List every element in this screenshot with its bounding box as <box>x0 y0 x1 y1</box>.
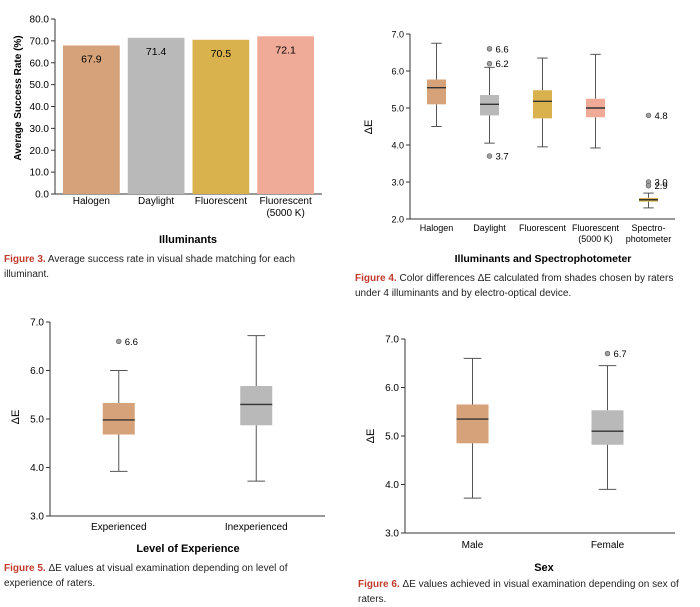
fig3-ytick-label: 70.0 <box>30 36 50 47</box>
fig4-outlier-label: 4.8 <box>655 111 668 122</box>
fig3-ytick-label: 40.0 <box>30 102 50 113</box>
fig3-ytick-label: 20.0 <box>30 146 50 157</box>
fig5-box <box>102 402 135 435</box>
fig5-category-label: Inexperienced <box>225 522 288 533</box>
fig4-outlier-point <box>645 112 652 119</box>
fig3-bar <box>63 45 120 194</box>
fig6-category-label: Female <box>591 540 625 551</box>
fig3-caption: Figure 3. Average success rate in visual… <box>4 252 324 282</box>
fig4-outlier-label: 3.0 <box>655 178 668 189</box>
fig4-box <box>533 90 552 119</box>
fig3-ytick-label: 0.0 <box>35 190 49 201</box>
fig4-category-label: Halogen <box>420 223 454 233</box>
fig3-category-label: Halogen <box>73 196 110 207</box>
fig3-ytick-label: 80.0 <box>30 15 50 26</box>
fig4-outlier-point <box>486 60 493 67</box>
fig6-ytick-label: 4.0 <box>385 480 399 491</box>
fig4-caption-text: Color differences ΔE calculated from sha… <box>355 273 674 299</box>
fig4-ytick-label: 3.0 <box>391 178 404 188</box>
fig3-bar <box>192 39 250 194</box>
fig4-box <box>480 95 499 116</box>
fig4-box <box>427 79 446 105</box>
fig4-category-label: Fluorescent <box>519 223 567 233</box>
fig3-category-label: (5000 K) <box>266 208 304 219</box>
fig6-chart: ΔE 3.0 4.0 5.0 6.0 7.0 Male Female 6.7 Sex <box>365 335 675 574</box>
fig4-outlier-point <box>486 153 493 159</box>
fig5-ytick-label: 4.0 <box>30 463 44 474</box>
fig5-outlier-point <box>116 338 122 345</box>
fig3-category-label: Fluorescent <box>195 196 247 207</box>
fig3-bar <box>257 36 314 194</box>
fig3-ylabel: Average Success Rate (%) <box>13 35 24 160</box>
fig4-outlier-label: 6.6 <box>496 44 509 55</box>
fig4-category-label: Spectro- <box>631 223 665 233</box>
fig3-ytick-label: 50.0 <box>30 80 50 91</box>
fig5-xlabel: Level of Experience <box>136 543 239 555</box>
fig5-category-label: Experienced <box>91 522 147 533</box>
fig4-xlabel: Illuminants and Spectrophotometer <box>455 253 632 265</box>
fig3-ytick-label: 60.0 <box>30 58 50 69</box>
fig6-caption: Figure 6. ΔE values achieved in visual e… <box>358 577 688 607</box>
fig3-value-label: 67.9 <box>81 53 102 65</box>
fig4-category-label: Fluorescent <box>572 223 620 233</box>
fig4-outlier-point <box>486 46 493 52</box>
fig6-box <box>591 410 624 445</box>
fig4-outlier-label: 2.9 <box>655 181 668 192</box>
fig3-category-label: Daylight <box>138 196 174 207</box>
fig3-value-label: 70.5 <box>211 48 232 60</box>
fig3-xlabel: Illuminants <box>159 234 217 246</box>
fig6-xlabel: Sex <box>534 562 554 574</box>
fig4-caption: Figure 4. Color differences ΔE calculate… <box>355 271 685 301</box>
fig4-caption-label: Figure 4. <box>355 273 397 284</box>
fig6-ytick-label: 7.0 <box>385 335 399 346</box>
fig4-outlier-point <box>645 183 652 189</box>
fig4-category-label: photometer <box>626 234 672 244</box>
fig4-outlier-label: 6.2 <box>496 59 509 70</box>
fig4-ytick-label: 5.0 <box>391 104 404 114</box>
fig5-caption-text: ΔE values at visual examination dependin… <box>4 563 288 589</box>
fig6-category-label: Male <box>462 540 484 551</box>
fig5-caption: Figure 5. ΔE values at visual examinatio… <box>4 561 324 591</box>
fig4-ytick-label: 4.0 <box>391 141 404 151</box>
fig3-bar <box>127 37 185 194</box>
fig6-ytick-label: 6.0 <box>385 383 399 394</box>
fig5-box <box>240 386 273 426</box>
fig4-ytick-label: 7.0 <box>391 30 404 40</box>
fig5-ytick-label: 6.0 <box>30 366 44 377</box>
fig3-category-label: Fluorescent <box>260 196 312 207</box>
fig6-ytick-label: 3.0 <box>385 529 399 540</box>
fig3-ytick-label: 10.0 <box>30 168 50 179</box>
fig3-value-label: 71.4 <box>146 46 167 58</box>
fig6-caption-label: Figure 6. <box>358 579 400 590</box>
fig6-outlier-label: 6.7 <box>614 349 627 360</box>
fig5-ylabel: ΔE <box>10 410 22 425</box>
fig6-box <box>456 404 489 444</box>
fig3-caption-text: Average success rate in visual shade mat… <box>4 254 296 280</box>
fig3-ytick-label: 30.0 <box>30 124 50 135</box>
fig5-ytick-label: 3.0 <box>30 512 44 523</box>
fig5-chart: ΔE 3.0 4.0 5.0 6.0 7.0 Experienced Inexperienc… <box>10 318 325 555</box>
fig4-ytick-label: 6.0 <box>391 67 404 77</box>
fig4-ytick-label: 2.0 <box>391 215 404 225</box>
fig5-outlier-label: 6.6 <box>125 337 138 348</box>
fig6-caption-text: ΔE values achieved in visual examination… <box>358 579 679 605</box>
fig3-chart: Average Success Rate (%) 0.0 10.0 20.0 30.0… <box>13 15 322 246</box>
fig4-category-label: Daylight <box>473 223 506 233</box>
fig6-ylabel: ΔE <box>365 429 377 444</box>
fig4-chart: ΔE 2.0 3.0 4.0 5.0 6.0 7.0 Halogen Daylight Fluo… <box>363 30 675 265</box>
fig6-outlier-point <box>604 350 611 357</box>
fig5-caption-label: Figure 5. <box>4 563 46 574</box>
fig4-category-label: (5000 K) <box>578 234 613 244</box>
fig5-ytick-label: 5.0 <box>30 415 44 426</box>
fig3-caption-label: Figure 3. <box>4 254 46 265</box>
fig4-ylabel: ΔE <box>363 120 375 135</box>
fig4-outlier-label: 3.7 <box>496 152 509 163</box>
fig3-value-label: 72.1 <box>275 44 296 56</box>
fig5-ytick-label: 7.0 <box>30 318 44 329</box>
fig6-ytick-label: 5.0 <box>385 432 399 443</box>
